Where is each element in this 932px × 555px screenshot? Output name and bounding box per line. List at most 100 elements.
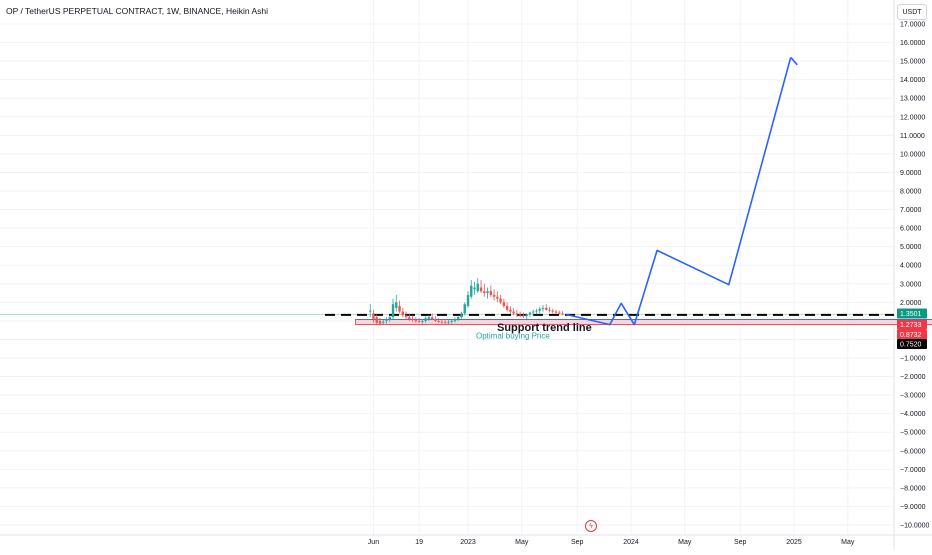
candle <box>430 313 434 320</box>
candle-body <box>450 320 453 322</box>
candles <box>369 278 564 326</box>
candle <box>414 317 418 323</box>
price-tick-label: 13.0000 <box>900 96 925 103</box>
candle <box>548 306 551 313</box>
candle-body <box>486 291 489 294</box>
price-tick-label: −4.0000 <box>900 411 926 418</box>
candle-body <box>391 304 395 318</box>
projection-path <box>565 57 792 326</box>
candle <box>382 319 385 325</box>
candle <box>486 287 489 299</box>
candle-body <box>548 309 551 311</box>
price-tick-label: 7.0000 <box>900 207 922 214</box>
candle-body <box>489 291 493 295</box>
time-tick-label: Sep <box>571 539 584 546</box>
candle-body <box>545 307 548 310</box>
candle <box>554 309 558 314</box>
candle <box>388 315 391 322</box>
time-tick-label: 2023 <box>460 539 476 546</box>
time-tick-label: May <box>678 539 692 546</box>
candle <box>395 294 398 312</box>
candle <box>561 311 564 315</box>
time-tick-label: May <box>841 539 855 546</box>
candle <box>515 309 519 318</box>
candle-body <box>430 317 434 320</box>
candle <box>447 319 450 325</box>
candle <box>505 302 509 312</box>
grid-lines <box>0 0 894 535</box>
candle <box>401 307 404 318</box>
price-tick-label: 14.0000 <box>900 77 925 84</box>
candle-body <box>522 315 525 317</box>
candle <box>489 285 493 297</box>
tradingview-logo-icon: ϟ <box>585 520 597 532</box>
price-tick-label: 16.0000 <box>900 40 925 47</box>
price-tick-label: −6.0000 <box>900 448 926 455</box>
candle <box>473 281 476 295</box>
candle <box>470 280 473 299</box>
time-tick-label: 2024 <box>623 539 639 546</box>
price-tick-label: −8.0000 <box>900 485 926 492</box>
price-label-box <box>897 319 927 330</box>
candle-body <box>434 319 437 321</box>
price-label-box <box>897 308 927 319</box>
candle <box>391 298 395 320</box>
candle-body <box>502 302 506 307</box>
candle <box>499 294 502 305</box>
candle <box>411 315 414 322</box>
time-tick-label: Sep <box>734 539 747 546</box>
price-tick-label: 15.0000 <box>900 59 925 66</box>
candle-body <box>476 283 479 292</box>
candle-body <box>558 312 561 314</box>
candle-body <box>512 311 515 314</box>
time-tick-label: Jun <box>368 539 379 546</box>
time-axis: Jun 19 2023 May Sep 2024 May Sep 2025 May <box>368 539 855 546</box>
candle-body <box>470 285 473 297</box>
candle-body <box>417 320 421 322</box>
price-label-box <box>897 339 927 349</box>
candle-body <box>447 321 450 323</box>
candle <box>417 318 421 324</box>
candle-body <box>466 294 470 307</box>
price-tick-label: 6.0000 <box>900 226 922 233</box>
candle-body <box>414 319 418 321</box>
candle <box>479 280 483 294</box>
candle <box>522 312 525 319</box>
candle <box>483 283 486 297</box>
price-label-text: 1.3501 <box>900 311 922 318</box>
candle-body <box>388 317 391 320</box>
candle <box>421 319 424 324</box>
candle <box>460 311 463 320</box>
candle <box>545 304 548 311</box>
candle <box>440 319 444 324</box>
candle-body <box>401 311 404 316</box>
candle <box>443 319 447 324</box>
candle-body <box>375 317 378 323</box>
price-tick-label: 4.0000 <box>900 263 922 270</box>
time-tick-label: 19 <box>415 539 423 546</box>
candle-body <box>541 307 545 309</box>
price-axis: 17.0000 16.0000 15.0000 14.0000 13.0000 12.00… <box>900 22 929 530</box>
candle-body <box>408 317 411 320</box>
candle-body <box>453 319 457 321</box>
candle-body <box>535 310 538 312</box>
currency-unit-button[interactable]: USDT <box>897 4 927 20</box>
candle <box>453 317 457 323</box>
candle <box>437 318 440 323</box>
candle-body <box>404 315 408 318</box>
candle-body <box>398 306 401 312</box>
candle <box>528 311 532 318</box>
candle <box>535 308 538 315</box>
candle-body <box>437 320 440 322</box>
price-label-text: 0.7520 <box>900 342 922 349</box>
candle-body <box>518 314 522 316</box>
price-tick-label: 17.0000 <box>900 22 925 29</box>
candle-body <box>372 313 375 320</box>
candle-body <box>382 321 385 323</box>
candle <box>509 306 512 314</box>
candle <box>551 308 554 314</box>
price-tick-label: 5.0000 <box>900 244 922 251</box>
candle <box>541 305 545 312</box>
